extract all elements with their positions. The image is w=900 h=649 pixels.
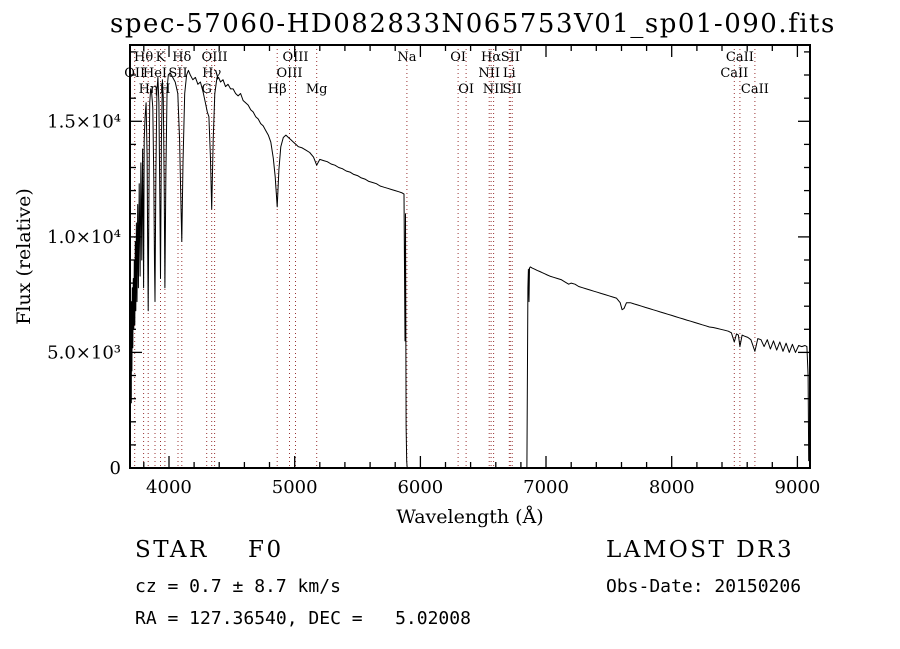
x-tick-label: 7000	[523, 477, 569, 498]
spectral-line-label: NII	[483, 82, 505, 97]
x-axis-label: Wavelength (Å)	[396, 506, 543, 528]
spectral-line-label: H	[159, 82, 170, 97]
spectral-line-label: Mg	[306, 82, 328, 97]
spectral-line-label: Na	[397, 50, 416, 65]
cz-text: cz = 0.7 ± 8.7 km/s	[135, 576, 341, 597]
spectral-line-label: G	[202, 82, 212, 97]
x-tick-label: 5000	[272, 477, 318, 498]
plot-title: spec-57060-HD082833N065753V01_sp01-090.f…	[110, 9, 836, 39]
y-tick-label: 1.0×10⁴	[47, 227, 121, 248]
spectrum-trace	[130, 69, 810, 469]
y-tick-label: 5.0×10³	[47, 342, 121, 363]
spectral-line-label: Hη	[139, 82, 158, 97]
x-tick-label: 9000	[775, 477, 821, 498]
y-axis-label: Flux (relative)	[13, 188, 35, 325]
spectral-line-label: Hθ	[134, 50, 153, 65]
x-tick-label: 8000	[649, 477, 695, 498]
spectral-line-label: SII	[503, 82, 522, 97]
radec-text: RA = 127.36540, DEC = 5.02008	[135, 608, 471, 629]
y-tick-label: 1.5×10⁴	[47, 111, 121, 132]
spectral-line-label: CaII	[741, 82, 769, 97]
spectral-line-label: HeI	[143, 66, 167, 81]
spectral-line-label: K	[156, 50, 166, 65]
classification-text: STAR F0	[135, 537, 284, 563]
spectral-line-label: SII	[168, 66, 187, 81]
x-tick-label: 6000	[397, 477, 443, 498]
spectral-line-label: Hβ	[268, 82, 287, 97]
x-tick-label: 4000	[146, 477, 192, 498]
spectral-line-label: Hδ	[172, 50, 191, 65]
spectral-line-label: NII	[478, 66, 500, 81]
spectral-line-label: OIII	[202, 50, 228, 65]
spectral-line-label: OII	[124, 66, 145, 81]
plot-frame	[129, 44, 811, 469]
spectral-line-label: Hγ	[202, 66, 221, 81]
spectral-line-label: SII	[501, 50, 520, 65]
spectral-line-label: Hα	[481, 50, 501, 65]
spectral-line-label: OI	[450, 50, 466, 65]
spectral-line-label: CaII	[726, 50, 754, 65]
survey-text: LAMOST DR3	[606, 537, 795, 563]
spectral-line-label: OI	[458, 82, 474, 97]
obs-date-text: Obs-Date: 20150206	[606, 576, 802, 597]
spectral-line-label: Li	[503, 66, 516, 81]
y-tick-label: 0	[110, 458, 121, 479]
spectral-line-label: CaII	[720, 66, 748, 81]
spectral-line-label: OIII	[282, 50, 308, 65]
spectral-line-label: OIII	[276, 66, 302, 81]
